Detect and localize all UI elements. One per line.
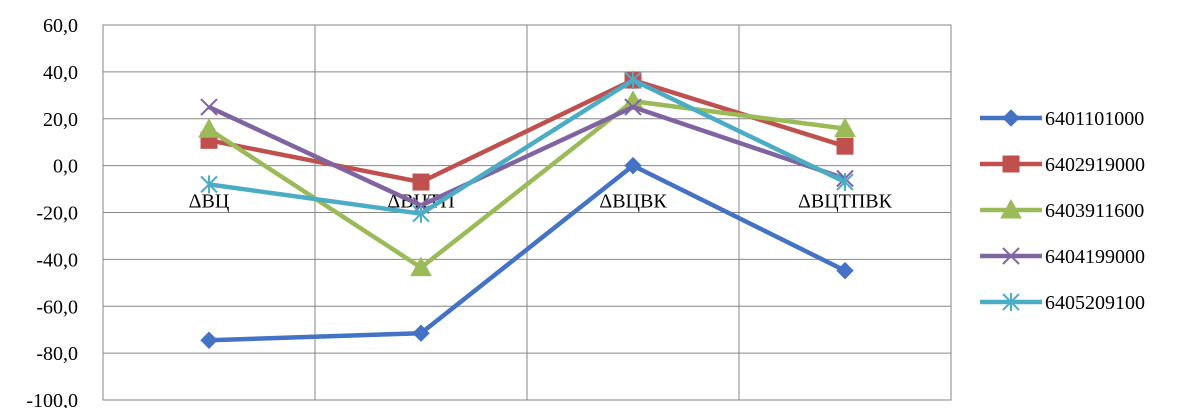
data-point [410,256,432,277]
y-axis: 60,0 40,0 20,0 0,0 -20,0 -40,0 -60,0 -80,0 -100,… [26,15,78,408]
y-tick-label: -60,0 [36,296,78,318]
y-tick-label: -80,0 [36,343,78,365]
data-point [200,331,218,349]
legend-label: 6403911600 [1045,200,1144,222]
legend-marker [1002,109,1020,127]
legend-item: 6402919000 [980,154,1145,176]
legend-item: 6403911600 [980,198,1144,222]
y-tick-label: 40,0 [43,62,78,84]
legend-item: 6401101000 [980,108,1144,130]
category-label: ΔВЦТПВК [798,191,893,213]
data-point [624,98,642,116]
series-6405209100 [200,71,854,223]
y-tick-label: -40,0 [36,249,78,271]
y-tick-label: 60,0 [43,15,78,37]
legend-label: 6402919000 [1045,154,1145,176]
legend-label: 6401101000 [1045,108,1144,130]
y-tick-label: 0,0 [53,156,78,178]
series-layer [198,71,856,349]
data-point [836,137,854,155]
series-6401101000 [200,156,854,349]
legend-label: 6405209100 [1045,292,1145,314]
legend-marker [1002,293,1020,311]
legend-marker [1000,198,1022,219]
series-line [208,104,846,208]
data-point [200,175,218,194]
data-point [624,71,642,90]
legend-label: 6404199000 [1045,246,1145,268]
legend-item: 6404199000 [980,246,1145,268]
y-tick-label: 20,0 [43,109,78,131]
data-point [624,156,642,175]
y-tick-label: -100,0 [26,390,78,408]
data-point [412,173,430,191]
series-line [208,163,846,343]
legend-item: 6405209100 [980,292,1145,314]
data-point [836,261,854,280]
legend-marker [1002,247,1020,265]
legend-marker [1002,155,1020,173]
y-tick-label: -20,0 [36,203,78,225]
data-point [412,324,430,342]
category-label: ΔВЦ [189,191,230,213]
data-point [198,118,220,138]
data-point [200,98,218,116]
data-point [834,117,856,138]
data-point [836,173,854,192]
category-label: ΔВЦВК [599,191,667,213]
series-line [208,77,846,216]
legend: 6401101000 6402919000 6403911600 6404199000… [980,108,1145,314]
data-point [412,204,430,223]
